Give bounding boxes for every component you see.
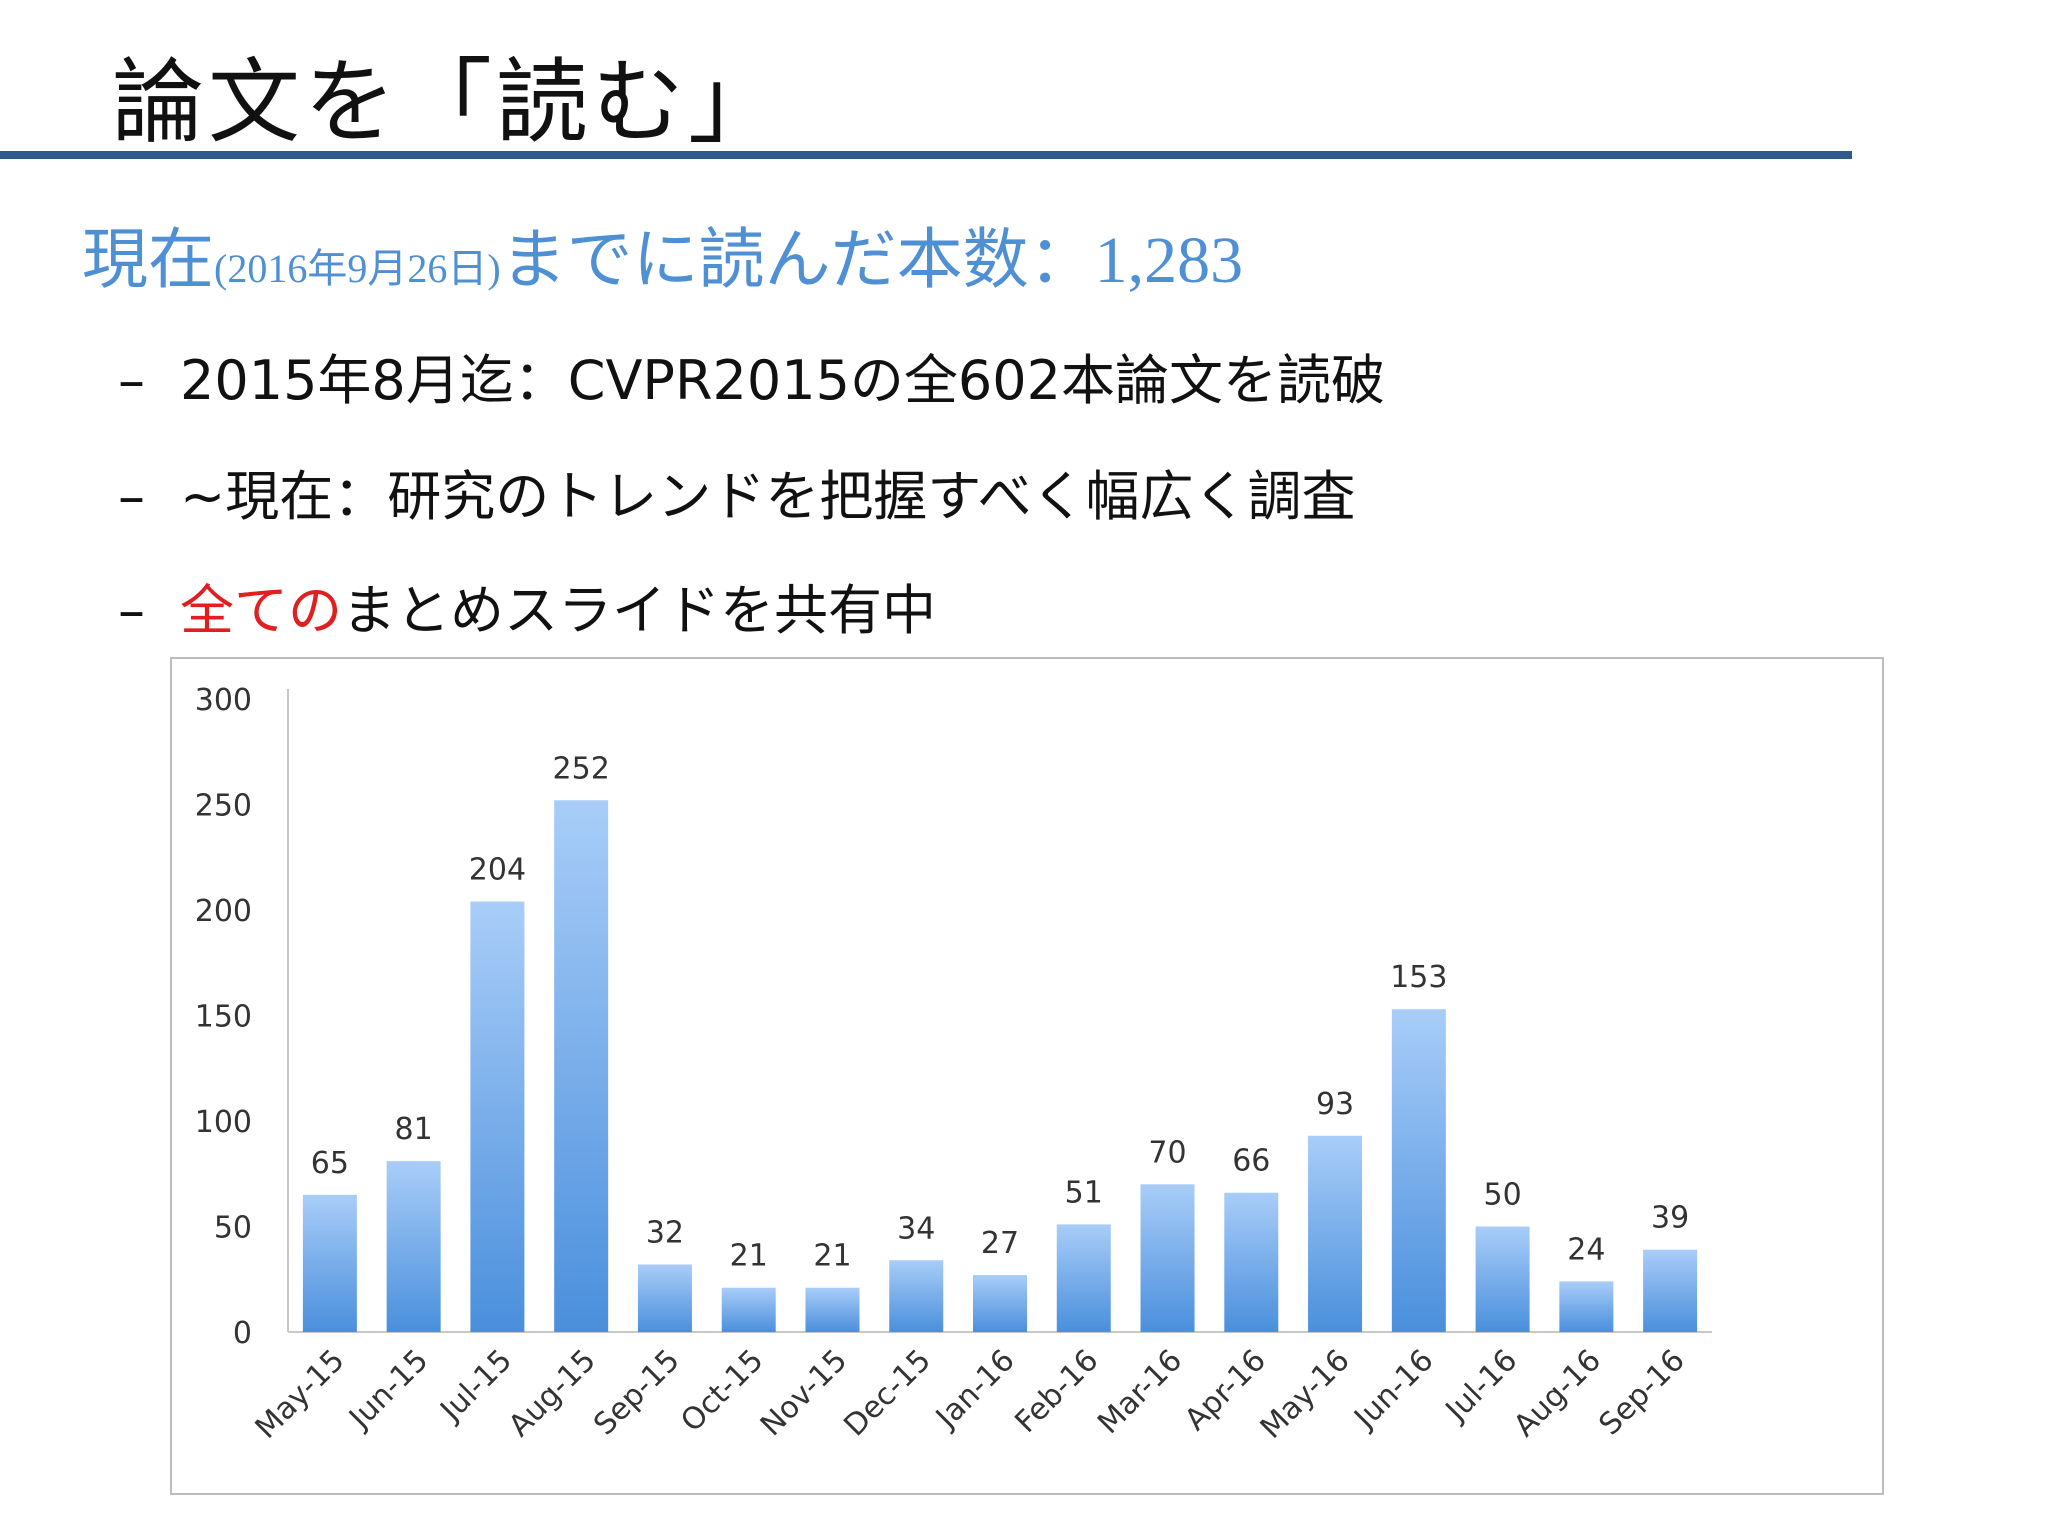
bar-aug-16 [1559,1281,1614,1332]
bar-dec-15 [889,1260,944,1332]
bar-value-label: 70 [1148,1135,1186,1170]
chart-bars [302,800,1698,1332]
bullet-dash: – [118,465,145,528]
y-tick-label: 250 [195,789,252,824]
bar-value-label: 27 [981,1226,1019,1261]
slide-title: 論文を「読む」 [112,49,785,156]
bar-value-label: 24 [1567,1232,1605,1267]
subtitle-total: 1,283 [1094,224,1244,297]
y-tick-label: 150 [195,1000,252,1035]
bar-value-label: 204 [469,853,526,888]
bar-jul-16 [1475,1226,1530,1332]
x-tick-label: Nov-15 [754,1343,854,1443]
y-tick-label: 0 [233,1316,252,1351]
x-tick-label: Aug-16 [1507,1343,1608,1444]
bar-value-label: 34 [897,1211,935,1246]
bar-jun-15 [386,1161,441,1332]
x-tick-label: May-16 [1254,1343,1357,1446]
y-tick-label: 300 [195,683,252,718]
y-tick-label: 100 [195,1105,252,1140]
bar-sep-15 [637,1264,692,1332]
x-tick-label: Dec-15 [837,1343,937,1443]
x-tick-label: May-15 [249,1343,352,1446]
bar-value-label: 81 [395,1112,433,1147]
bar-jul-15 [470,901,525,1332]
bar-mar-16 [1140,1184,1195,1332]
x-tick-label: Jun-15 [341,1343,435,1437]
chart-y-labels: 0 50 100 150 200 250 300 [195,683,252,1351]
bar-value-label: 252 [553,751,610,786]
bar-oct-15 [721,1287,776,1332]
x-tick-label: Aug-15 [502,1343,603,1444]
reading-count-heading: 現在(2016年9月26日)までに読んだ本数：1,283 [82,206,1243,302]
bar-sep-16 [1643,1249,1698,1332]
chart-x-labels: May-15Jun-15Jul-15Aug-15Sep-15Oct-15Nov-… [249,1343,1692,1446]
bar-feb-16 [1056,1224,1111,1332]
bar-value-label: 21 [813,1239,851,1274]
bullet-text: ~現在：研究のトレンドを把握すべく幅広く調査 [180,465,1356,528]
bar-jun-16 [1391,1009,1446,1332]
chart-value-labels: 65 81 204 252 32 21 21 34 27 51 70 66 93 153 50 24 39 [311,751,1689,1273]
x-tick-label: Feb-16 [1008,1343,1105,1440]
bar-apr-16 [1224,1192,1279,1332]
bullet-dash: – [118,579,145,642]
bar-value-label: 21 [730,1239,768,1274]
subtitle-prefix: 現在 [82,221,214,298]
bar-nov-15 [805,1287,860,1332]
bullet-highlight: 全ての [180,579,342,642]
subtitle-date: (2016年9月26日) [214,246,501,291]
bar-value-label: 50 [1483,1178,1521,1213]
bar-value-label: 39 [1651,1201,1689,1236]
x-tick-label: Mar-16 [1091,1343,1189,1441]
y-tick-label: 50 [214,1211,252,1246]
bar-value-label: 32 [646,1215,684,1250]
bar-value-label: 65 [311,1146,349,1181]
y-tick-label: 200 [195,894,252,929]
bar-chart-svg: 65 81 204 252 32 21 21 34 27 51 70 66 93 153 50 24 39 Ma… [195,683,1712,1446]
bullet-item: –2015年8月迄：CVPR2015の全602本論文を読破 [118,336,1385,415]
bullet-dash: – [118,349,145,412]
bar-aug-15 [554,800,609,1332]
bullet-text: 2015年8月迄：CVPR2015の全602本論文を読破 [180,349,1386,412]
x-tick-label: Jun-16 [1347,1343,1441,1437]
bullet-text: まとめスライドを共有中 [342,579,936,642]
monthly-papers-chart: 65 81 204 252 32 21 21 34 27 51 70 66 93 153 50 24 39 Ma… [170,657,1884,1495]
subtitle-middle: までに読んだ本数： [500,221,1095,298]
bar-may-15 [302,1194,357,1332]
title-rule [0,151,1852,159]
bar-value-label: 66 [1232,1144,1270,1179]
bar-value-label: 93 [1316,1087,1354,1122]
x-tick-label: Sep-15 [587,1343,686,1442]
x-tick-label: Sep-16 [1592,1343,1691,1442]
bullet-item: – 全てのまとめスライドを共有中 [118,566,936,645]
bar-value-label: 51 [1065,1175,1103,1210]
x-tick-label: Jan-16 [928,1343,1022,1437]
x-tick-label: Oct-15 [674,1343,770,1439]
bar-jan-16 [973,1275,1027,1332]
bullet-item: – ~現在：研究のトレンドを把握すべく幅広く調査 [118,452,1355,531]
bar-may-16 [1308,1135,1363,1332]
bar-value-label: 153 [1390,960,1447,995]
